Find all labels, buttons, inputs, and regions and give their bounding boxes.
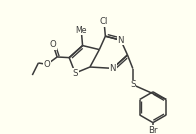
Text: O: O	[50, 40, 56, 49]
Text: N: N	[110, 64, 116, 73]
Text: N: N	[118, 36, 124, 45]
Text: O: O	[44, 60, 50, 69]
Text: Br: Br	[148, 126, 158, 134]
Text: Cl: Cl	[100, 17, 108, 26]
Text: S: S	[73, 69, 78, 78]
Text: Me: Me	[75, 26, 87, 35]
Text: S: S	[130, 80, 136, 89]
